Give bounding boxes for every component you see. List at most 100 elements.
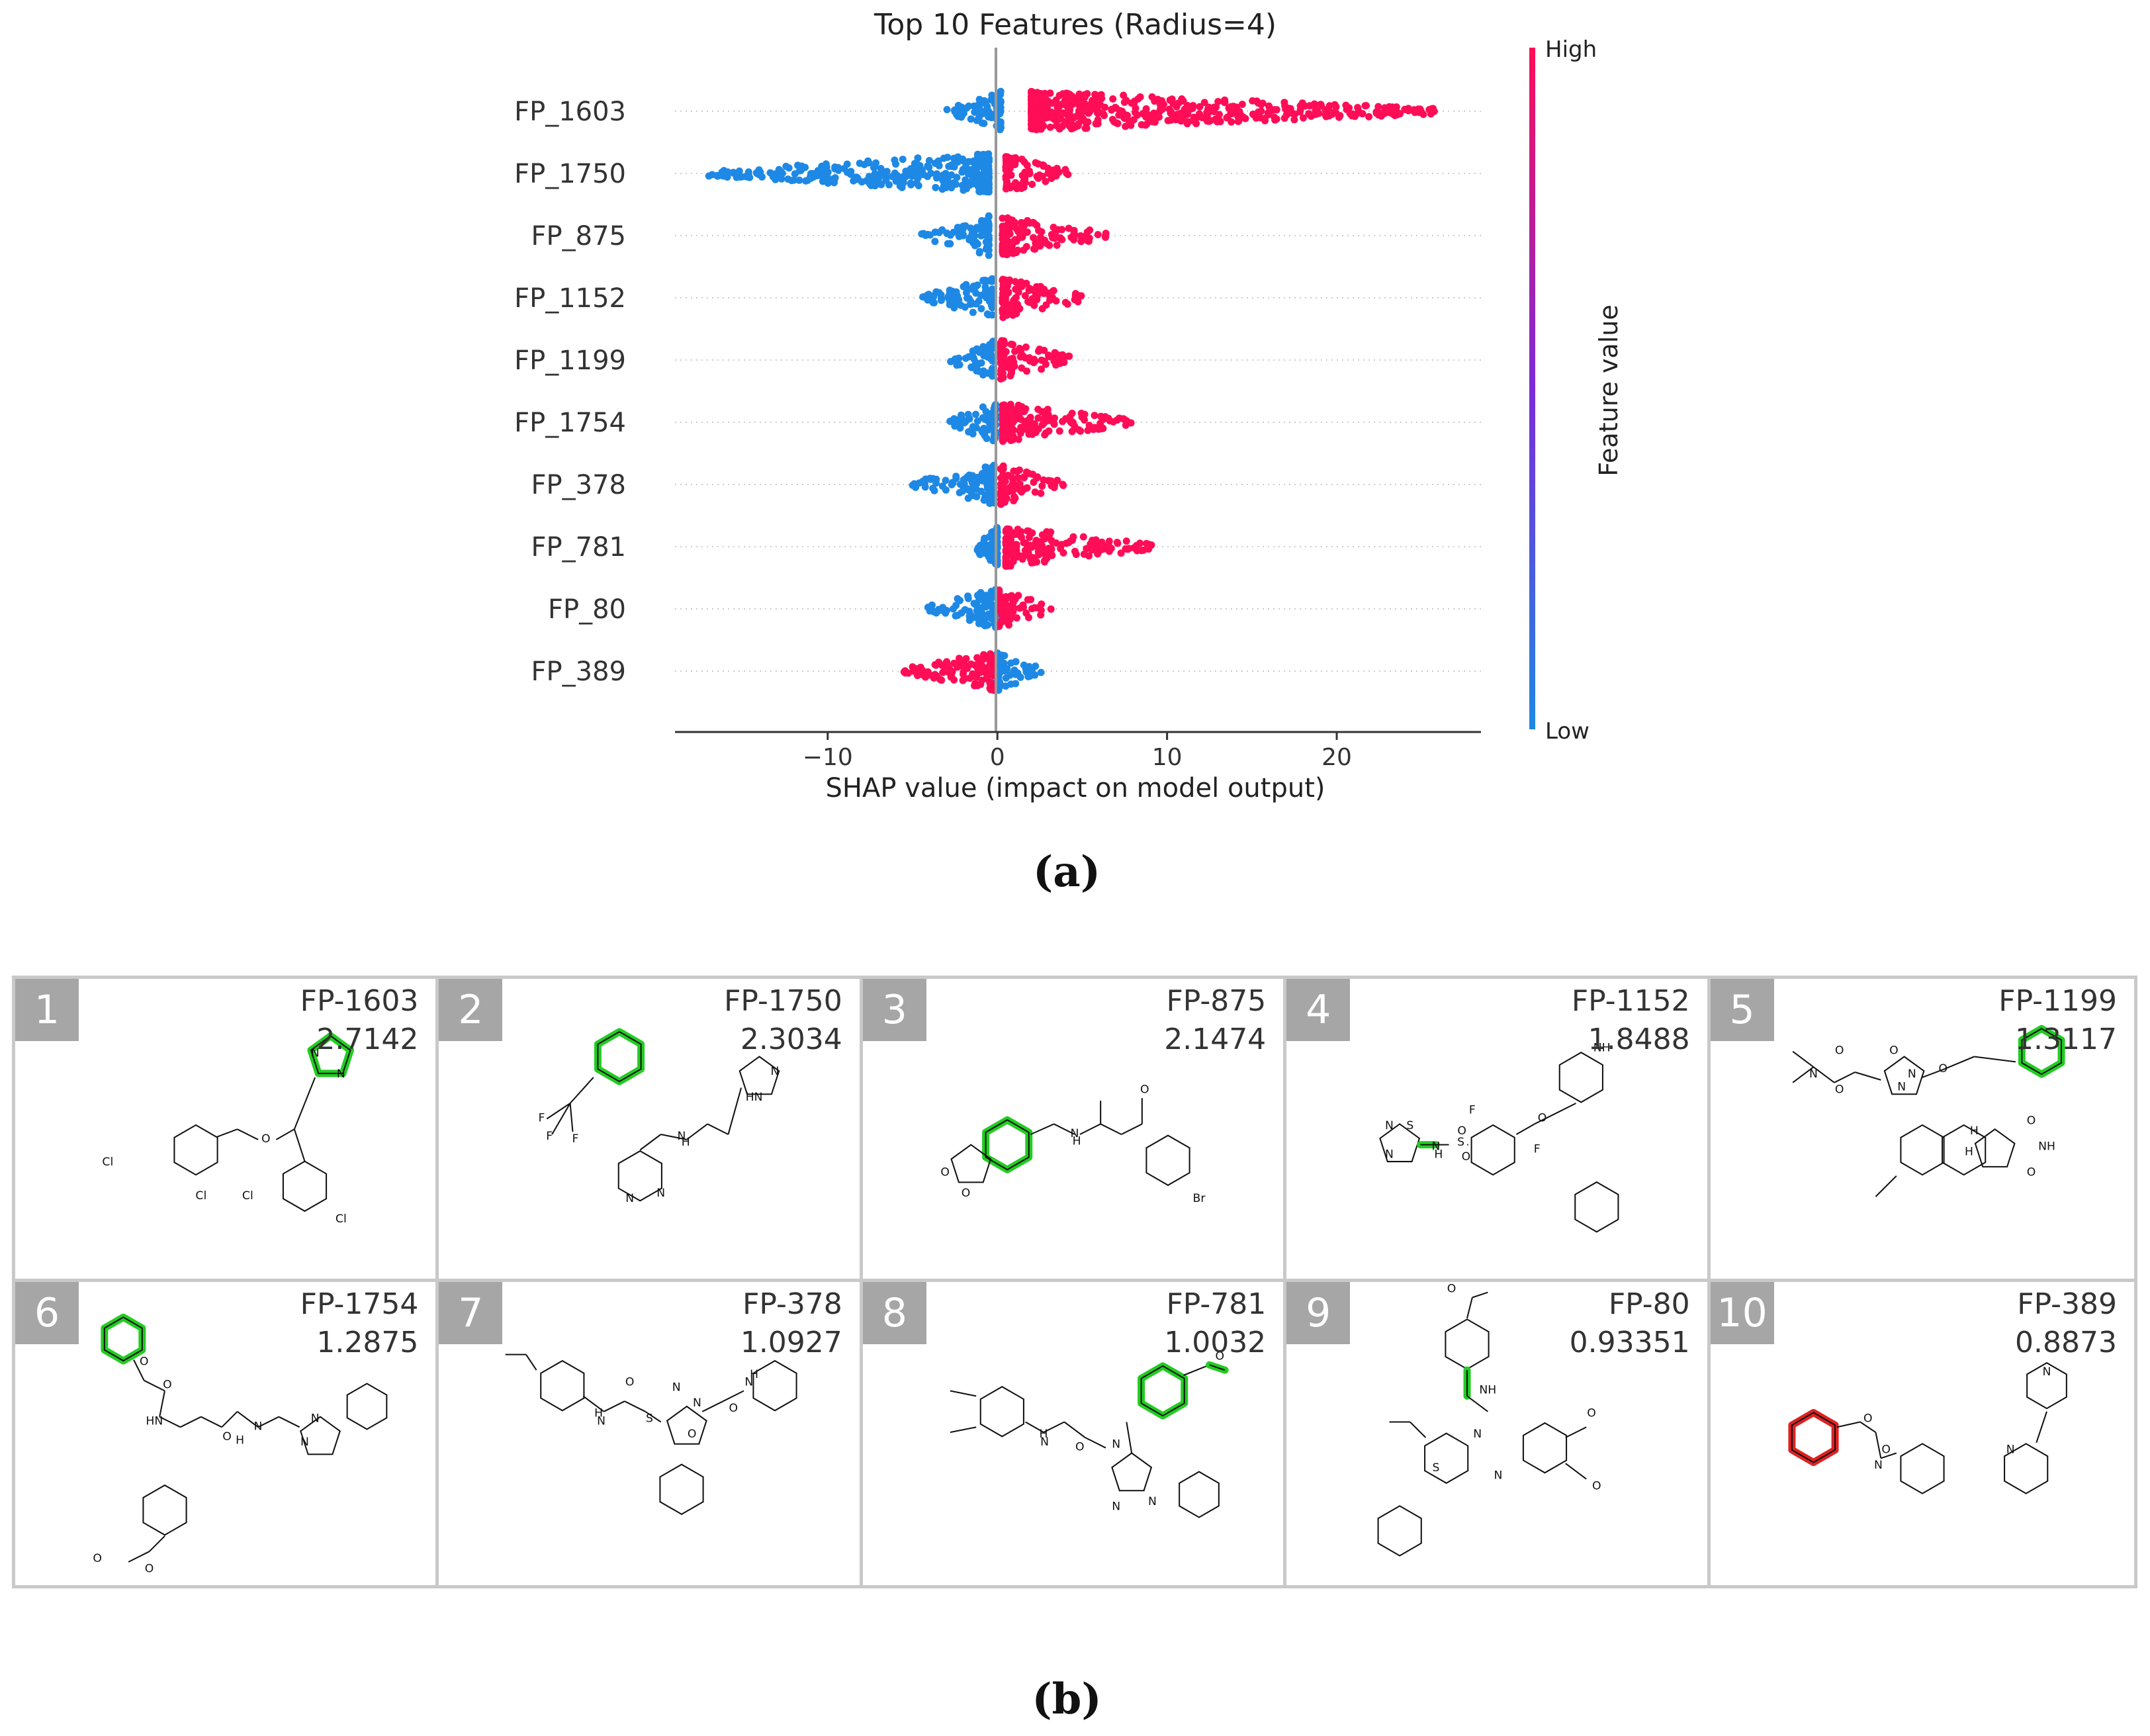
shap-point: [1008, 367, 1016, 375]
rank-badge: 2: [439, 979, 503, 1041]
shap-point: [931, 238, 939, 246]
fingerprint-score: 1.0032: [1164, 1326, 1267, 1359]
shap-point: [1028, 430, 1036, 438]
shap-point: [1216, 111, 1223, 118]
atom-label: N: [672, 1381, 681, 1394]
shap-point: [1328, 111, 1335, 118]
atom-label: F: [1534, 1142, 1541, 1156]
shap-point: [875, 173, 883, 181]
shap-point: [946, 290, 954, 298]
bond: [159, 1416, 181, 1428]
shap-point: [950, 304, 958, 312]
shap-point: [1117, 549, 1125, 557]
x-tick-label: −10: [803, 744, 853, 771]
ring: [985, 1119, 1030, 1171]
ring: [346, 1383, 388, 1430]
shap-point: [1109, 418, 1117, 426]
shap-point: [1059, 351, 1067, 359]
shap-point: [1235, 107, 1243, 115]
shap-point: [1098, 538, 1106, 546]
shap-point: [1143, 120, 1151, 128]
fingerprint-score: 1.8488: [1588, 1023, 1690, 1056]
shap-point: [999, 471, 1007, 479]
atom-label: Cl: [336, 1212, 347, 1226]
shap-point: [971, 682, 978, 690]
atom-label: O: [1834, 1083, 1844, 1096]
bond: [727, 1087, 742, 1135]
shap-point: [984, 547, 992, 555]
fingerprint-cell: H N O N N N O 8 FP-781 1.0032: [862, 1282, 1287, 1585]
highlighted-substructure: [1137, 1362, 1188, 1420]
shap-point: [954, 158, 962, 166]
shap-point: [1042, 177, 1050, 185]
shap-point: [1040, 111, 1048, 118]
ring: [1791, 1412, 1836, 1463]
shap-point: [1091, 412, 1098, 420]
shap-point: [930, 608, 938, 616]
shap-point: [1060, 359, 1068, 366]
atom-label: Cl: [102, 1156, 113, 1169]
bond: [1534, 1113, 1556, 1125]
shap-point: [979, 226, 987, 234]
shap-point: [1286, 108, 1294, 116]
shap-point: [972, 300, 980, 308]
atom-label: N: [311, 1047, 320, 1060]
bond: [1516, 1123, 1535, 1135]
atom-label: O: [1215, 1350, 1224, 1363]
bond: [1063, 1421, 1086, 1438]
bond: [293, 1103, 306, 1130]
shap-point: [999, 408, 1007, 416]
fingerprint-cell: N N O Cl Cl Cl Cl 1 FP-1603 2.7142: [15, 979, 439, 1282]
ring: [540, 1359, 585, 1412]
shap-point: [985, 113, 993, 121]
shap-point: [1008, 558, 1016, 566]
shap-point: [856, 160, 864, 167]
shap-point: [969, 308, 977, 316]
shap-point: [892, 177, 900, 185]
bond: [723, 1390, 744, 1402]
atom-label: NH: [2038, 1140, 2055, 1154]
bond: [144, 1379, 165, 1392]
shap-point: [1059, 418, 1067, 426]
shap-point: [943, 229, 951, 237]
shap-point: [1028, 121, 1036, 128]
shap-point: [1312, 111, 1320, 118]
shap-point: [950, 228, 958, 236]
atom-label: O: [1587, 1407, 1596, 1420]
shap-point: [1044, 546, 1052, 554]
feature-label: FP_389: [531, 657, 626, 687]
shap-point: [1032, 426, 1040, 434]
bond: [1126, 1422, 1132, 1453]
shap-point: [972, 239, 980, 246]
shap-point: [1227, 109, 1235, 116]
atom-label: N: [2006, 1443, 2014, 1457]
shap-point: [1136, 93, 1144, 101]
ring: [1111, 1452, 1152, 1492]
shap-point: [1016, 480, 1024, 488]
ring: [282, 1160, 328, 1212]
shap-point: [1037, 606, 1045, 614]
rank-badge: 7: [439, 1282, 503, 1344]
atom-label: N: [254, 1420, 263, 1433]
shap-point: [1299, 101, 1307, 109]
shap-point: [977, 661, 985, 669]
bond: [1792, 1066, 1814, 1083]
shap-point: [931, 670, 939, 678]
shap-point: [995, 586, 1003, 594]
shap-point: [935, 228, 943, 236]
shap-point: [1063, 300, 1071, 308]
shap-point: [1093, 97, 1101, 105]
feature-label: FP_1754: [514, 408, 626, 438]
shap-point: [822, 160, 830, 168]
shap-point: [997, 682, 1005, 690]
shap-point: [1018, 283, 1026, 291]
shap-point: [983, 480, 991, 488]
bond: [1813, 1066, 1835, 1083]
shap-point: [972, 485, 980, 493]
fingerprint-name: FP-1199: [1998, 984, 2117, 1018]
shap-point: [1012, 294, 1020, 302]
shap-point: [963, 185, 971, 193]
shap-point: [1049, 287, 1057, 295]
ring: [666, 1405, 708, 1445]
shap-point: [1038, 543, 1046, 551]
